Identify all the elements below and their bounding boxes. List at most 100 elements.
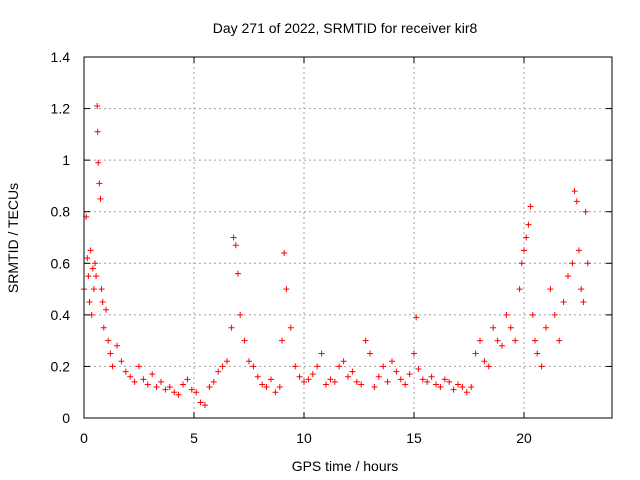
data-point: [518, 260, 525, 267]
data-point: [516, 286, 523, 293]
data-point: [122, 368, 129, 375]
data-point: [494, 337, 501, 344]
data-point: [538, 363, 545, 370]
data-point: [279, 337, 285, 344]
data-point: [318, 350, 325, 357]
data-point: [153, 384, 160, 391]
data-point: [340, 358, 347, 365]
data-point: [158, 378, 164, 385]
y-tick-label: 1.2: [51, 101, 71, 117]
data-point: [490, 324, 497, 331]
data-point: [86, 298, 93, 305]
data-point: [485, 363, 492, 370]
data-point: [254, 373, 261, 380]
data-point: [94, 102, 101, 109]
data-point: [384, 378, 391, 385]
data-point: [206, 384, 213, 391]
chart-title: Day 271 of 2022, SRMTID for receiver kir…: [213, 20, 478, 36]
x-tick-label: 20: [516, 430, 532, 446]
data-point: [406, 371, 413, 378]
data-point: [166, 384, 173, 391]
y-tick-label: 0: [62, 410, 70, 426]
data-point: [144, 381, 151, 388]
data-point: [107, 350, 114, 357]
data-point: [250, 363, 257, 370]
y-axis-label: SRMTID / TECUs: [5, 183, 21, 293]
data-point: [127, 373, 134, 380]
data-point: [188, 386, 195, 393]
data-point: [84, 255, 91, 262]
data-point: [512, 337, 519, 344]
data-point: [584, 260, 591, 267]
data-point: [219, 363, 226, 370]
data-point: [232, 242, 239, 249]
x-tick-label: 15: [406, 430, 422, 446]
data-point: [140, 376, 147, 383]
data-point: [463, 389, 470, 396]
data-point: [210, 378, 217, 385]
data-point: [105, 337, 112, 344]
data-point: [380, 363, 387, 370]
data-point: [246, 358, 252, 365]
data-point: [301, 378, 307, 385]
data-point: [94, 128, 101, 135]
data-point: [90, 286, 97, 293]
data-point: [100, 324, 107, 331]
data-point: [534, 350, 541, 357]
data-point: [532, 337, 538, 344]
data-point: [287, 324, 294, 331]
data-point: [323, 381, 329, 388]
data-point: [118, 358, 125, 365]
data-point: [523, 234, 530, 241]
x-tick-label: 5: [190, 430, 198, 446]
data-point: [114, 342, 120, 349]
data-point: [296, 373, 303, 380]
data-point: [202, 402, 208, 409]
data-point: [136, 363, 142, 370]
data-point: [578, 286, 585, 293]
data-point: [98, 286, 105, 293]
data-point: [131, 378, 138, 385]
data-point: [503, 311, 510, 318]
tick-marks: [83, 56, 612, 419]
data-point: [481, 358, 488, 365]
data-point: [305, 376, 312, 383]
x-tick-label: 0: [80, 430, 88, 446]
data-point: [215, 368, 222, 375]
data-point: [543, 324, 549, 331]
data-point: [450, 386, 457, 393]
data-point: [93, 273, 100, 280]
data-point: [468, 384, 475, 391]
data-point: [281, 249, 288, 256]
data-point: [184, 376, 191, 383]
data-point: [582, 208, 589, 215]
x-axis-label: GPS time / hours: [292, 458, 399, 474]
data-point: [331, 378, 338, 385]
data-point: [551, 311, 558, 318]
data-point: [272, 389, 279, 396]
data-point: [424, 378, 431, 385]
data-point: [571, 188, 578, 195]
data-point: [230, 234, 237, 241]
data-point: [547, 286, 554, 293]
data-point: [353, 378, 360, 385]
data-point: [268, 376, 274, 383]
data-point: [109, 363, 116, 370]
data-point: [237, 311, 244, 318]
data-point: [573, 198, 580, 205]
data-point: [367, 350, 373, 357]
grid-layer: [84, 57, 612, 418]
data-point: [314, 363, 321, 370]
data-point: [472, 350, 479, 357]
data-point: [529, 311, 536, 318]
data-point: [327, 376, 334, 383]
tick-labels: 0 5 10 15 20 0 0.2 0.4 0.6 0.8 1 1.2 1.4: [51, 49, 532, 446]
data-point: [224, 358, 230, 365]
data-point: [569, 260, 576, 267]
data-point: [292, 363, 299, 370]
data-point: [362, 337, 369, 344]
data-point: [402, 381, 409, 388]
data-point: [276, 384, 283, 391]
data-point: [235, 270, 241, 277]
